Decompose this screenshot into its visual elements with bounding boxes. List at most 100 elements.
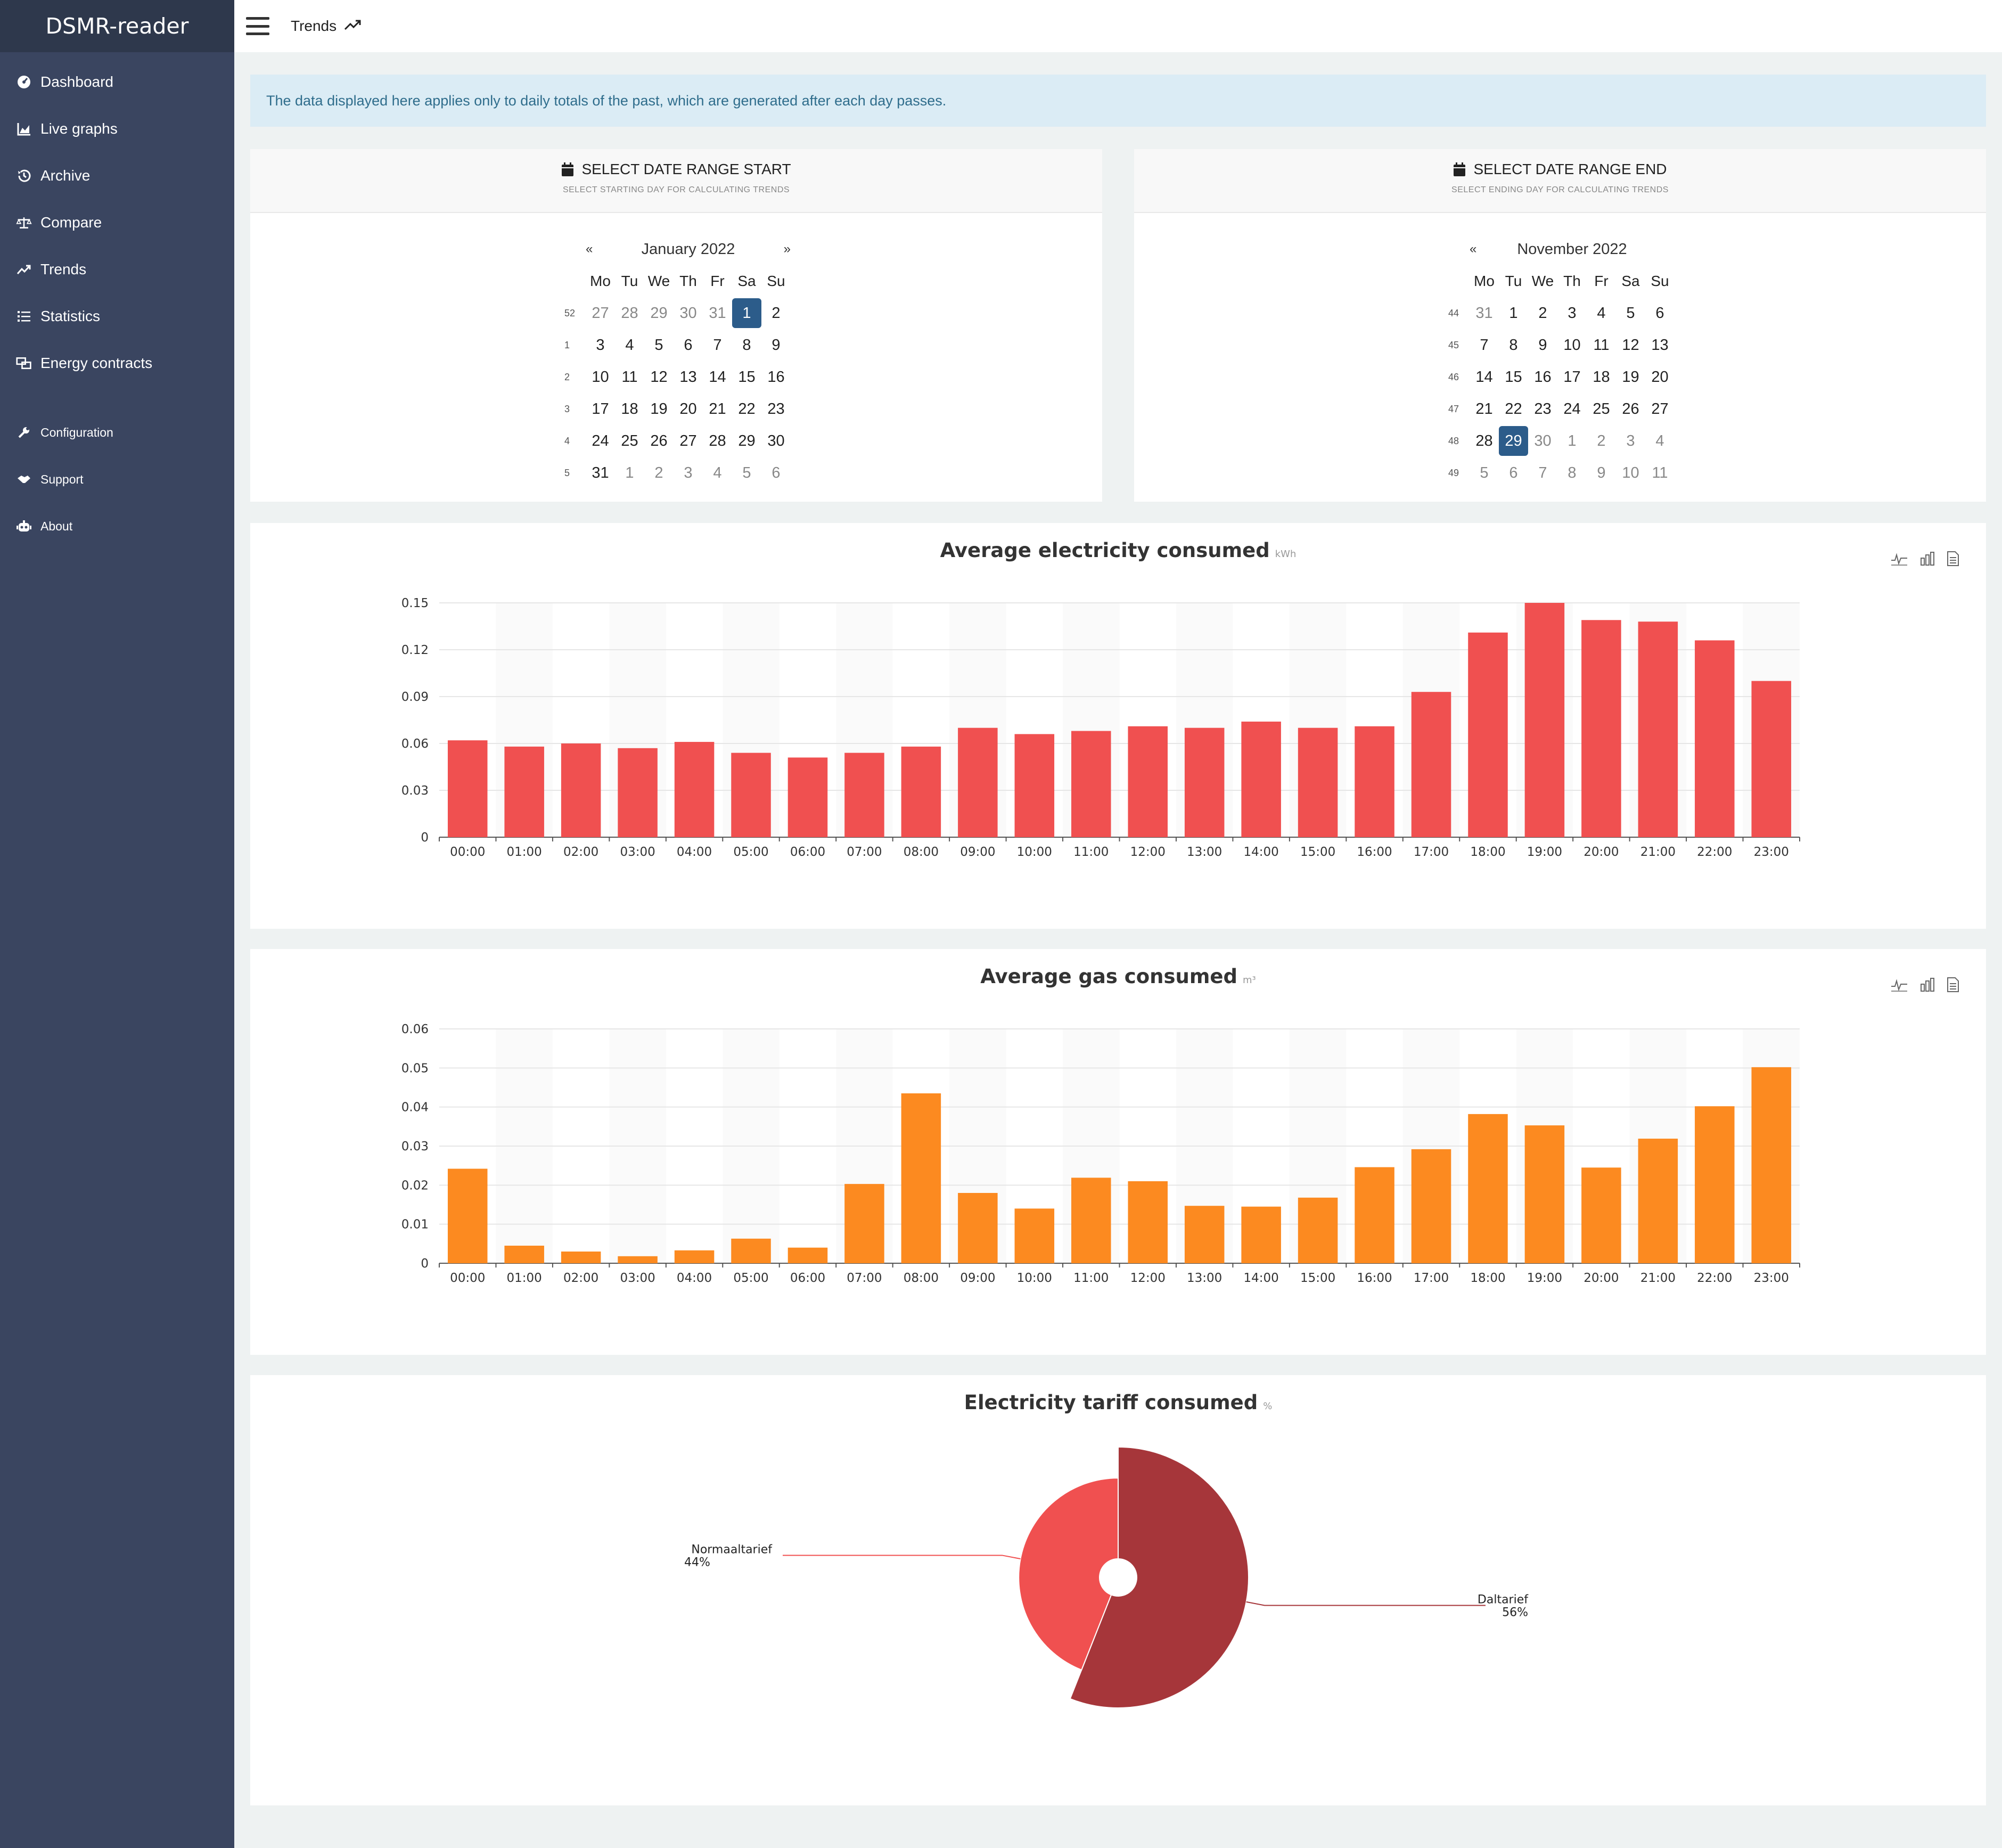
calendar-day[interactable]: 12 (650, 369, 668, 386)
calendar-day[interactable]: 15 (738, 369, 756, 386)
calendar-day[interactable]: 8 (1568, 464, 1577, 481)
calendar-day[interactable]: 6 (772, 464, 781, 481)
calendar-month-label[interactable]: November 2022 (1517, 240, 1627, 258)
calendar-day[interactable]: 11 (1652, 464, 1668, 481)
data-view-icon[interactable] (1946, 551, 1960, 569)
calendar-day[interactable]: 24 (592, 432, 609, 449)
bar-chart-toggle-icon[interactable] (1919, 977, 1935, 995)
calendar-day[interactable]: 3 (1626, 432, 1635, 449)
calendar-day[interactable]: 26 (1622, 400, 1639, 418)
calendar-day[interactable]: 30 (767, 432, 785, 449)
calendar-day[interactable]: 13 (679, 369, 697, 386)
calendar-day[interactable]: 22 (1505, 400, 1522, 418)
prev-month-button[interactable]: « (586, 242, 593, 256)
calendar-day[interactable]: 3 (1568, 305, 1577, 322)
calendar-day[interactable]: 18 (621, 400, 638, 418)
calendar-day[interactable]: 21 (709, 400, 726, 418)
calendar-day[interactable]: 15 (1505, 369, 1522, 386)
calendar-day[interactable]: 17 (592, 400, 609, 418)
brand-logo[interactable]: DSMR-reader (0, 0, 234, 52)
calendar-day[interactable]: 3 (596, 337, 605, 354)
calendar-day[interactable]: 28 (621, 305, 638, 322)
bar-chart-toggle-icon[interactable] (1919, 551, 1935, 569)
sidebar-item-configuration[interactable]: Configuration (0, 409, 234, 456)
calendar-day[interactable]: 10 (1563, 337, 1581, 354)
next-month-button[interactable]: » (783, 242, 791, 256)
sidebar-item-live-graphs[interactable]: Live graphs (0, 105, 234, 152)
calendar-day[interactable]: 8 (742, 337, 751, 354)
calendar-day[interactable]: 9 (1597, 464, 1606, 481)
calendar-day[interactable]: 21 (1475, 400, 1493, 418)
calendar-day[interactable]: 2 (654, 464, 663, 481)
calendar-day[interactable]: 3 (684, 464, 693, 481)
calendar-day[interactable]: 20 (1651, 369, 1669, 386)
calendar-day[interactable]: 6 (1655, 305, 1664, 322)
calendar-day[interactable]: 30 (1534, 432, 1552, 449)
calendar-day[interactable]: 14 (709, 369, 726, 386)
sidebar-item-trends[interactable]: Trends (0, 246, 234, 293)
calendar-day[interactable]: 10 (592, 369, 609, 386)
calendar-day[interactable]: 27 (1651, 400, 1669, 418)
calendar-day[interactable]: 23 (767, 400, 785, 418)
calendar-day[interactable]: 9 (1538, 337, 1547, 354)
calendar-day[interactable]: 13 (1651, 337, 1669, 354)
calendar-day[interactable]: 31 (592, 464, 609, 481)
calendar-day[interactable]: 20 (679, 400, 697, 418)
calendar-day[interactable]: 16 (767, 369, 785, 386)
calendar-day[interactable]: 12 (1622, 337, 1639, 354)
calendar-day[interactable]: 1 (732, 298, 761, 328)
calendar-day[interactable]: 7 (1480, 337, 1489, 354)
calendar-day[interactable]: 5 (742, 464, 751, 481)
calendar-day[interactable]: 9 (772, 337, 781, 354)
sidebar-item-compare[interactable]: Compare (0, 199, 234, 246)
calendar-day[interactable]: 11 (1593, 337, 1610, 354)
calendar-day[interactable]: 31 (1475, 305, 1493, 322)
calendar-day[interactable]: 1 (1509, 305, 1518, 322)
calendar-day[interactable]: 28 (709, 432, 726, 449)
calendar-day[interactable]: 5 (1626, 305, 1635, 322)
calendar-day[interactable]: 29 (738, 432, 756, 449)
calendar-day[interactable]: 27 (679, 432, 697, 449)
sidebar-item-archive[interactable]: Archive (0, 152, 234, 199)
sidebar-item-energy-contracts[interactable]: Energy contracts (0, 340, 234, 387)
calendar-day[interactable]: 5 (654, 337, 663, 354)
sidebar-item-support[interactable]: Support (0, 456, 234, 503)
calendar-day[interactable]: 4 (713, 464, 722, 481)
calendar-day[interactable]: 2 (772, 305, 781, 322)
calendar-day[interactable]: 23 (1534, 400, 1552, 418)
calendar-day[interactable]: 28 (1475, 432, 1493, 449)
calendar-day[interactable]: 7 (1538, 464, 1547, 481)
calendar-day[interactable]: 29 (650, 305, 668, 322)
calendar-day[interactable]: 25 (621, 432, 638, 449)
sidebar-item-statistics[interactable]: Statistics (0, 293, 234, 340)
calendar-day[interactable]: 26 (650, 432, 668, 449)
calendar-day[interactable]: 1 (1568, 432, 1577, 449)
calendar-day[interactable]: 2 (1538, 305, 1547, 322)
calendar-day[interactable]: 8 (1509, 337, 1518, 354)
calendar-day[interactable]: 2 (1597, 432, 1606, 449)
sidebar-item-dashboard[interactable]: Dashboard (0, 59, 234, 105)
calendar-day[interactable]: 1 (625, 464, 634, 481)
calendar-day[interactable]: 25 (1593, 400, 1610, 418)
calendar-day[interactable]: 6 (684, 337, 693, 354)
calendar-day[interactable]: 10 (1622, 464, 1639, 481)
calendar-day[interactable]: 16 (1534, 369, 1552, 386)
calendar-day[interactable]: 5 (1480, 464, 1489, 481)
calendar-day[interactable]: 18 (1593, 369, 1610, 386)
calendar-day[interactable]: 27 (592, 305, 609, 322)
calendar-day[interactable]: 6 (1509, 464, 1518, 481)
calendar-day[interactable]: 11 (621, 369, 638, 386)
calendar-day[interactable]: 30 (679, 305, 697, 322)
calendar-day[interactable]: 14 (1475, 369, 1493, 386)
calendar-day[interactable]: 4 (1597, 305, 1606, 322)
calendar-day[interactable]: 7 (713, 337, 722, 354)
calendar-month-label[interactable]: January 2022 (641, 240, 735, 258)
line-chart-toggle-icon[interactable] (1890, 977, 1908, 995)
calendar-day[interactable]: 29 (1499, 426, 1528, 456)
calendar-day[interactable]: 24 (1563, 400, 1581, 418)
data-view-icon[interactable] (1946, 977, 1960, 995)
calendar-day[interactable]: 31 (709, 305, 726, 322)
calendar-day[interactable]: 4 (625, 337, 634, 354)
calendar-day[interactable]: 17 (1563, 369, 1581, 386)
sidebar-item-about[interactable]: About (0, 503, 234, 550)
